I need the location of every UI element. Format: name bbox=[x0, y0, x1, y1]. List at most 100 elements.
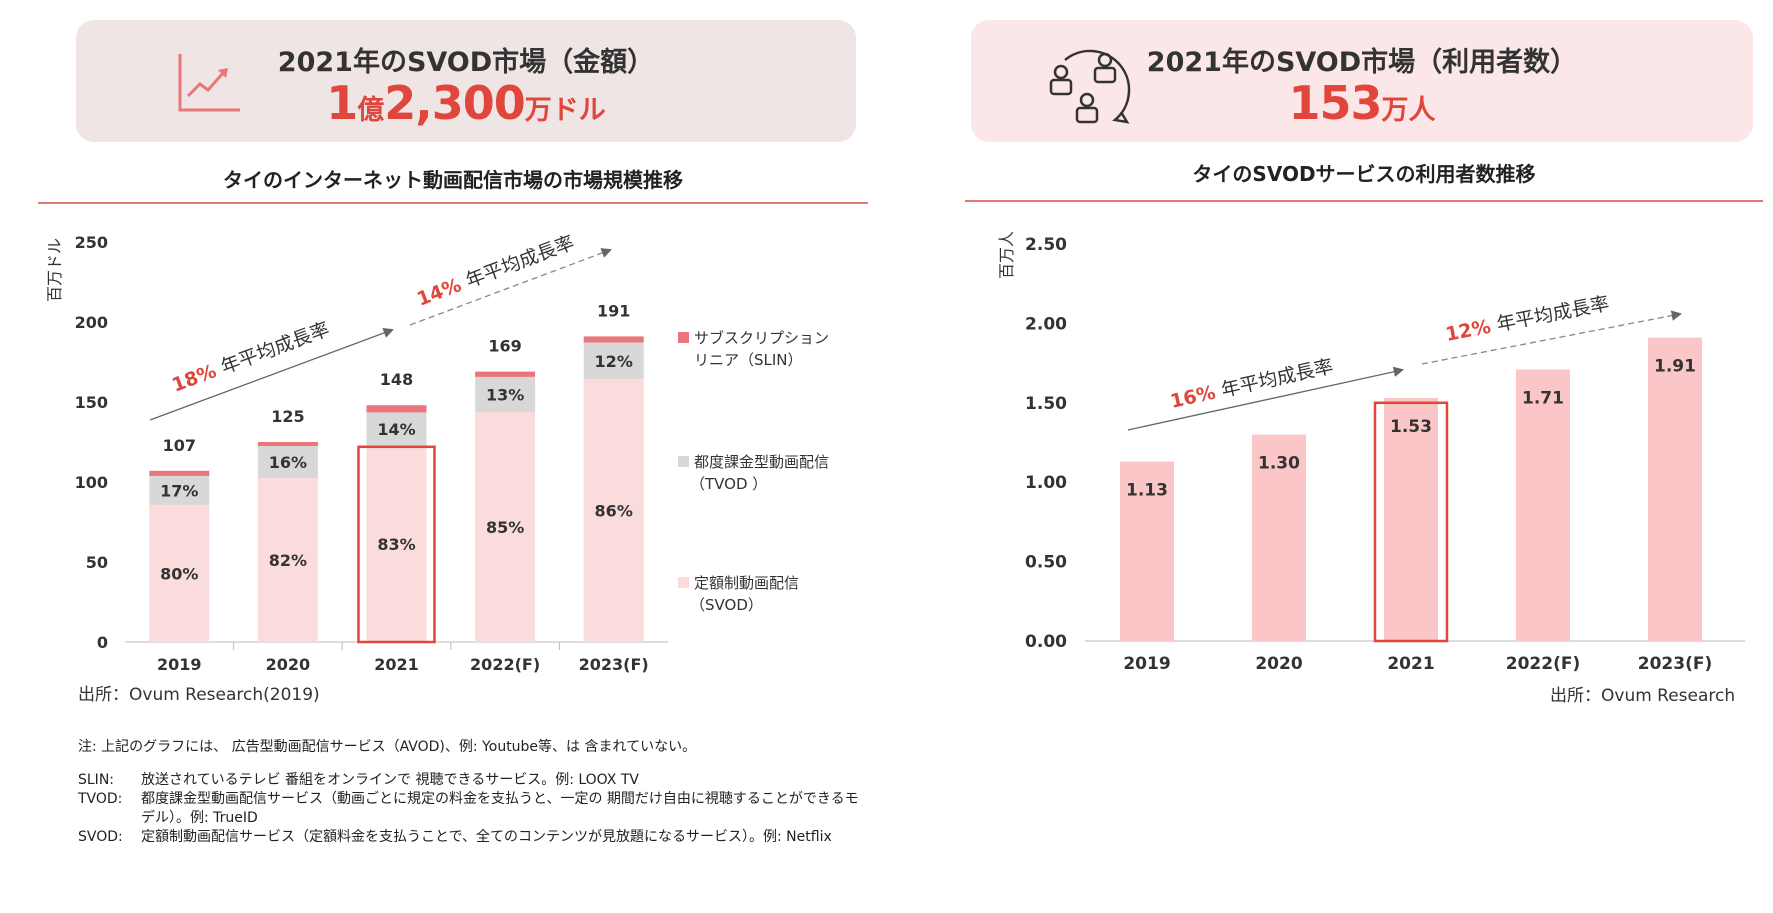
right-source: 出所：Ovum Research bbox=[1550, 686, 1736, 706]
legend-label: サブスクリプション bbox=[694, 329, 829, 347]
x-tick-label: 2019 bbox=[157, 655, 202, 674]
bar-segment bbox=[583, 336, 644, 343]
y-tick-label: 0 bbox=[97, 633, 108, 652]
bar-segment bbox=[257, 442, 318, 446]
bar-segment bbox=[475, 412, 536, 642]
kpi-card-users: 2021年のSVOD市場（利用者数） 153万人 bbox=[971, 20, 1753, 142]
y-axis-title: 百万人 bbox=[997, 231, 1016, 279]
svod-users-chart: 0.00 0.50 1.00 1.50 2.00 2.50 百万人 1.13 2019 1.30 2… bbox=[997, 231, 1745, 674]
highlight-box bbox=[1373, 401, 1449, 643]
growth-arrow bbox=[149, 328, 394, 421]
growth-arrow-forecast bbox=[1421, 310, 1683, 365]
growth-arrow bbox=[1127, 366, 1405, 431]
legend-swatch bbox=[678, 332, 689, 343]
y-tick-label: 0.00 bbox=[1025, 632, 1067, 652]
bar-segment bbox=[366, 445, 427, 642]
y-tick-label: 200 bbox=[75, 313, 108, 332]
y-tick-label: 50 bbox=[86, 553, 108, 572]
y-tick-label: 2.50 bbox=[1025, 235, 1067, 255]
growth-annotation: 12% 年平均成長率 bbox=[1444, 293, 1611, 346]
growth-annotation: 18% 年平均成長率 bbox=[169, 318, 332, 397]
footnote-key: SLIN: bbox=[78, 772, 115, 788]
x-tick-label: 2023(F) bbox=[1638, 654, 1712, 674]
bar-segment bbox=[475, 376, 536, 413]
right-title-rule bbox=[965, 200, 1763, 202]
x-tick-label: 2020 bbox=[1255, 654, 1302, 674]
x-tick-label: 2022(F) bbox=[1506, 654, 1580, 674]
bar bbox=[1120, 461, 1174, 641]
footnote-text: 定額制動画配信サービス（定額料金を支払うことで、全てのコンテンツが見放題になるサ… bbox=[141, 829, 832, 845]
legend-label: リニア（SLIN） bbox=[694, 351, 803, 369]
bar-share-label: 85% bbox=[486, 518, 524, 537]
bar-segment bbox=[475, 371, 536, 377]
bar-share-label: 12% bbox=[595, 352, 633, 371]
bar-segment bbox=[366, 412, 427, 446]
x-tick-label: 2023(F) bbox=[579, 655, 649, 674]
y-axis-title: 百万ドル bbox=[45, 238, 64, 302]
bar-segment bbox=[366, 405, 427, 413]
bar-share-label: 82% bbox=[269, 551, 307, 570]
kpi-users-title: 2021年のSVOD市場（利用者数） bbox=[1146, 47, 1578, 78]
legend-label: 定額制動画配信 bbox=[694, 574, 799, 592]
legend-swatch bbox=[678, 577, 689, 588]
growth-chart-icon bbox=[178, 54, 240, 112]
bar-share-label: 17% bbox=[160, 481, 198, 500]
y-tick-label: 250 bbox=[75, 233, 108, 252]
y-tick-label: 0.50 bbox=[1025, 553, 1067, 573]
bar-share-label: 16% bbox=[269, 453, 307, 472]
bar bbox=[1648, 337, 1702, 641]
bar-total-label: 148 bbox=[380, 370, 413, 389]
market-size-chart: 0 50 100 150 200 250 百万ドル 80% 17% 107 2019 82% 16% 12… bbox=[45, 232, 829, 674]
bar bbox=[1252, 434, 1306, 641]
footnote-row: SLIN: 放送されているテレビ 番組をオンラインで 視聴できるサービス。例: L… bbox=[78, 771, 861, 790]
bar-share-label: 86% bbox=[595, 502, 633, 521]
footnote-key: SVOD: bbox=[78, 829, 123, 845]
left-source: 出所：Ovum Research(2019) bbox=[78, 685, 320, 705]
kpi-revenue-value: 1億2,300万ドル bbox=[326, 76, 606, 130]
footnote-text: 放送されているテレビ 番組をオンラインで 視聴できるサービス。例: LOOX T… bbox=[141, 772, 639, 788]
bar-segment bbox=[583, 379, 644, 642]
bar-share-label: 83% bbox=[377, 535, 415, 554]
growth-arrow-forecast bbox=[409, 248, 612, 326]
left-chart-title: タイのインターネット動画配信市場の市場規模推移 bbox=[223, 168, 683, 192]
kpi-card-revenue: 2021年のSVOD市場（金額） 1億2,300万ドル bbox=[76, 20, 856, 142]
bar-segment bbox=[257, 446, 318, 478]
footnotes: 注: 上記のグラフには、 広告型動画配信サービス（AVOD)、例: Youtub… bbox=[78, 738, 861, 847]
x-tick-label: 2019 bbox=[1123, 654, 1170, 674]
y-tick-label: 1.00 bbox=[1025, 473, 1067, 493]
y-tick-label: 100 bbox=[75, 473, 108, 492]
bar bbox=[1516, 369, 1570, 641]
kpi-revenue-title: 2021年のSVOD市場（金額） bbox=[277, 47, 655, 78]
bar-value-label: 1.53 bbox=[1390, 417, 1432, 437]
legend-label: 都度課金型動画配信 bbox=[694, 453, 829, 471]
bar-value-label: 1.91 bbox=[1654, 357, 1696, 377]
bar-total-label: 191 bbox=[597, 301, 630, 320]
y-tick-label: 2.00 bbox=[1025, 314, 1067, 334]
y-tick-label: 1.50 bbox=[1025, 394, 1067, 414]
x-tick-label: 2020 bbox=[266, 655, 311, 674]
bar-value-label: 1.71 bbox=[1522, 388, 1564, 408]
x-tick-label: 2021 bbox=[1387, 654, 1434, 674]
bar-total-label: 107 bbox=[163, 436, 196, 455]
highlight-box bbox=[357, 445, 436, 644]
footnote-main: 注: 上記のグラフには、 広告型動画配信サービス（AVOD)、例: Youtub… bbox=[78, 739, 697, 755]
bar-share-label: 14% bbox=[377, 420, 415, 439]
bar-segment bbox=[257, 478, 318, 642]
footnote-text: 都度課金型動画配信サービス（動画ごとに規定の料金を支払うと、一定の 期間だけ自由… bbox=[141, 791, 859, 826]
bar-value-label: 1.30 bbox=[1258, 454, 1300, 474]
bar-total-label: 125 bbox=[271, 407, 304, 426]
bar bbox=[1384, 398, 1438, 641]
bar-total-label: 169 bbox=[488, 337, 521, 356]
bar-share-label: 13% bbox=[486, 385, 524, 404]
legend-swatch bbox=[678, 456, 689, 467]
right-chart-title: タイのSVODサービスの利用者数推移 bbox=[1192, 162, 1536, 186]
footnote-row: TVOD: 都度課金型動画配信サービス（動画ごとに規定の料金を支払うと、一定の 期… bbox=[78, 790, 861, 828]
bar-segment bbox=[583, 342, 644, 380]
footnote-row: SVOD: 定額制動画配信サービス（定額料金を支払うことで、全てのコンテンツが見放… bbox=[78, 828, 861, 847]
x-tick-label: 2021 bbox=[374, 655, 419, 674]
footnote-key: TVOD: bbox=[78, 791, 123, 807]
x-tick-label: 2022(F) bbox=[470, 655, 540, 674]
legend-label: （TVOD ） bbox=[690, 475, 767, 493]
users-network-icon bbox=[1049, 49, 1131, 124]
